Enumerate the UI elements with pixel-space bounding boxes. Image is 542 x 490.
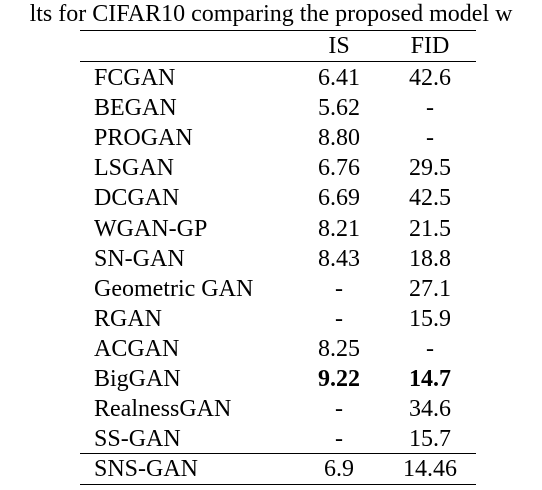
model-name: RGAN [94,305,163,332]
model-name: SNS-GAN [94,456,199,482]
table-row: PROGAN 8.80 - [80,123,476,153]
model-name: RealnessGAN [94,396,232,423]
header-is: IS [328,33,350,59]
is-value: 6.69 [318,185,360,212]
model-name: SS-GAN [94,426,181,453]
table-row: SN-GAN 8.43 18.8 [80,244,476,274]
table-row: WGAN-GP 8.21 21.5 [80,214,476,244]
table-row: ACGAN 8.25 - [80,334,476,364]
fid-value: - [426,335,434,362]
is-value: 6.9 [324,456,354,482]
is-value: 9.22 [318,366,360,392]
model-name: Geometric GAN [94,275,254,302]
model-name: PROGAN [94,125,193,152]
fid-value: - [426,95,434,122]
fid-value: 15.7 [409,426,451,453]
is-value: 8.21 [318,215,360,242]
fid-value: 42.6 [409,65,451,91]
is-value: 8.80 [318,125,360,152]
table-row: LSGAN 6.76 29.5 [80,153,476,183]
fid-value: 34.6 [409,396,451,423]
model-name: WGAN-GP [94,215,208,242]
is-value: - [335,275,343,302]
is-value: 8.25 [318,335,360,362]
fid-value: 14.46 [403,456,457,482]
table-midrule [80,453,476,455]
table-row: DCGAN 6.69 42.5 [80,183,476,213]
fid-value: 21.5 [409,215,451,242]
is-value: - [335,305,343,332]
model-name: BEGAN [94,95,177,122]
fid-value: 29.5 [409,155,451,182]
model-name: BigGAN [94,366,181,392]
table-row: BigGAN 9.22 14.7 [80,364,476,394]
model-name: ACGAN [94,335,180,362]
fid-value: - [426,125,434,152]
table-row-final: SNS-GAN 6.9 14.46 [80,454,476,484]
is-value: 8.43 [318,245,360,272]
fid-value: 15.9 [409,305,451,332]
table-row: BEGAN 5.62 - [80,93,476,123]
table-header-rule [80,61,476,63]
fid-value: 14.7 [409,366,451,392]
table-row: FCGAN 6.41 42.6 [80,63,476,93]
is-value: - [335,396,343,423]
table-header-row: IS FID [80,31,476,61]
fid-value: 42.5 [409,185,451,212]
is-value: 6.41 [318,65,360,91]
table-bottom-rule [80,484,476,486]
model-name: DCGAN [94,185,180,212]
fid-value: 18.8 [409,245,451,272]
table-caption: lts for CIFAR10 comparing the proposed m… [29,1,513,27]
is-value: 6.76 [318,155,360,182]
model-name: FCGAN [94,65,176,91]
table-top-rule [80,30,476,32]
header-fid: FID [410,33,450,59]
table-row: RealnessGAN - 34.6 [80,394,476,424]
table-row: Geometric GAN - 27.1 [80,274,476,304]
fid-value: 27.1 [409,275,451,302]
model-name: SN-GAN [94,245,185,272]
is-value: - [335,426,343,453]
is-value: 5.62 [318,95,360,122]
table-row: SS-GAN - 15.7 [80,424,476,454]
model-name: LSGAN [94,155,175,182]
table-row: RGAN - 15.9 [80,304,476,334]
